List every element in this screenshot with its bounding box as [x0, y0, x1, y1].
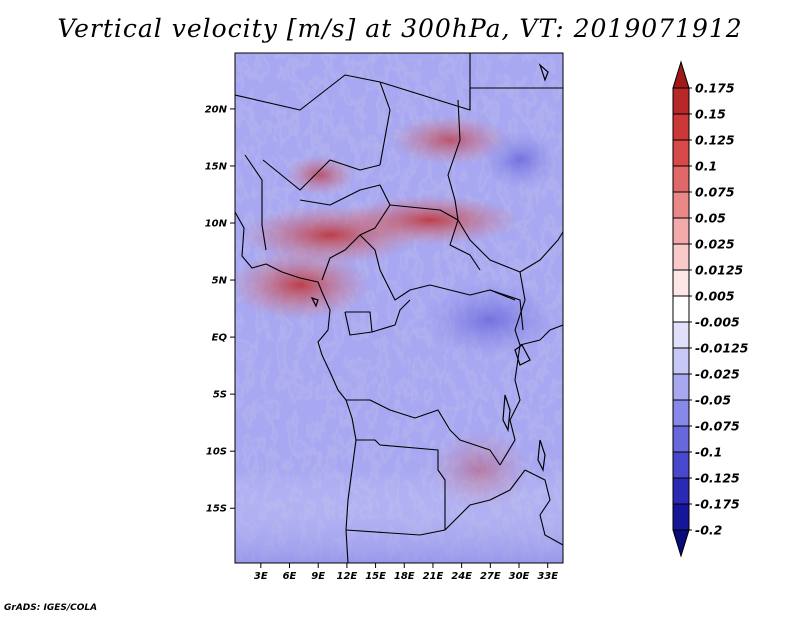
colorbar-label: 0.0125 — [695, 263, 744, 278]
south-sudan-border — [489, 289, 524, 331]
colorbar-label: 0.025 — [695, 237, 735, 252]
colorbar-segment — [672, 347, 690, 375]
lake-malawi — [537, 439, 546, 473]
y-tick-label: 15N — [205, 161, 228, 172]
y-tick-label: 10S — [206, 447, 227, 458]
burkina-niger-border — [262, 159, 381, 191]
lake-tanganyika — [502, 394, 511, 433]
downdraft-region-nile — [480, 130, 560, 190]
y-tick-label: 5N — [212, 276, 228, 287]
colorbar-label: 0.05 — [695, 211, 726, 226]
mozambique-border — [524, 469, 563, 546]
colorbar-label: -0.0125 — [695, 341, 749, 356]
updraft-region-niger — [285, 155, 355, 195]
colorbar-segment — [672, 217, 690, 245]
grads-credit: GrADS: IGES/COLA — [4, 603, 98, 613]
colorbar-label: 0.175 — [695, 81, 735, 96]
colorbar-label: -0.025 — [695, 367, 740, 382]
colorbar-bottom-arrow — [672, 529, 690, 558]
mali-niger-border — [235, 74, 391, 166]
colorbar-label: -0.075 — [695, 419, 740, 434]
colorbar-label: 0.075 — [695, 185, 735, 200]
atlantic-coastline — [235, 211, 357, 563]
namibia-botswana-border — [345, 469, 526, 536]
x-tick-label: 21E — [423, 571, 444, 582]
colorbar-segment — [672, 451, 690, 479]
plot-frame — [234, 52, 564, 564]
y-tick-label: 5S — [213, 390, 227, 401]
colorbar-segment — [672, 165, 690, 193]
colorbar-segment — [672, 425, 690, 453]
colorbar-label: -0.05 — [695, 393, 731, 408]
x-tick-label: 33E — [537, 571, 558, 582]
colorbar-label: -0.175 — [695, 497, 740, 512]
colorbar-segment — [672, 113, 690, 141]
colorbar-label: 0.125 — [695, 133, 735, 148]
angola-namibia-border — [356, 439, 446, 530]
lake-volta — [310, 296, 319, 308]
lake-victoria — [514, 344, 531, 366]
colorbar-top-arrow — [672, 60, 690, 89]
x-tick-label: 6E — [283, 571, 297, 582]
angola-drc-border — [346, 399, 501, 466]
car-congo-border — [359, 234, 516, 301]
colorbar-label: -0.1 — [695, 445, 722, 460]
colorbar-segment — [672, 477, 690, 505]
colorbar-label: 0.15 — [695, 107, 726, 122]
updraft-region-sudan — [390, 115, 510, 165]
x-tick-label: 15E — [365, 571, 386, 582]
y-tick-label: 15S — [206, 504, 227, 515]
colorbar-segment — [672, 321, 690, 349]
colorbar-segment — [672, 399, 690, 427]
y-tick-label: 20N — [205, 104, 228, 115]
updraft-region-gulf-of-guinea — [235, 250, 370, 320]
congo-border — [371, 299, 411, 333]
great-lakes-border — [499, 344, 521, 466]
colorbar-segment — [672, 191, 690, 219]
sudan-border — [447, 99, 563, 273]
chart-title: Vertical velocity [m/s] at 300hPa, VT: 2… — [57, 14, 743, 43]
chad-car-border — [389, 204, 481, 271]
x-tick-label: 18E — [394, 571, 415, 582]
lake-nasser — [538, 63, 549, 82]
colorbar-label: -0.2 — [695, 523, 722, 538]
colorbar-label: 0.005 — [695, 289, 735, 304]
lakes — [310, 63, 549, 473]
colorbar-segment — [672, 269, 690, 297]
x-axis: 3E 6E 9E 12E 15E 18E 21E 24E 27E 30E 33E — [254, 563, 558, 582]
colorbar-segment — [672, 503, 690, 531]
colorbar-label: -0.125 — [695, 471, 740, 486]
x-tick-label: 3E — [254, 571, 268, 582]
plot-area — [235, 53, 563, 563]
colorbar-segment — [672, 373, 690, 401]
x-tick-label: 30E — [509, 571, 530, 582]
colorbar-segment — [672, 139, 690, 167]
x-tick-label: 9E — [311, 571, 325, 582]
downdraft-region-congo — [420, 280, 560, 360]
nigeria-border — [299, 184, 391, 281]
x-tick-label: 12E — [337, 571, 358, 582]
downdraft-region-south — [235, 470, 563, 563]
kenya-border — [519, 324, 563, 346]
colorbar: 0.175 0.15 0.125 0.1 0.075 0.05 0.025 0.0125 0.0… — [672, 60, 749, 558]
country-borders — [235, 53, 563, 563]
colorbar-segment — [672, 295, 690, 323]
ghana-border — [244, 154, 267, 251]
x-tick-label: 24E — [451, 571, 472, 582]
uganda-border — [514, 271, 526, 346]
colorbar-label: -0.005 — [695, 315, 740, 330]
egypt-sudan-border — [469, 87, 563, 110]
x-tick-label: 27E — [480, 571, 501, 582]
y-tick-label: EQ — [212, 333, 228, 344]
colorbar-segment — [672, 243, 690, 271]
y-axis: 20N 15N 10N 5N EQ 5S 10S 15S — [205, 104, 235, 515]
updraft-region-sahel-central — [340, 195, 520, 245]
y-tick-label: 10N — [205, 219, 228, 230]
colorbar-label: 0.1 — [695, 159, 717, 174]
colorbar-segment — [672, 87, 690, 115]
